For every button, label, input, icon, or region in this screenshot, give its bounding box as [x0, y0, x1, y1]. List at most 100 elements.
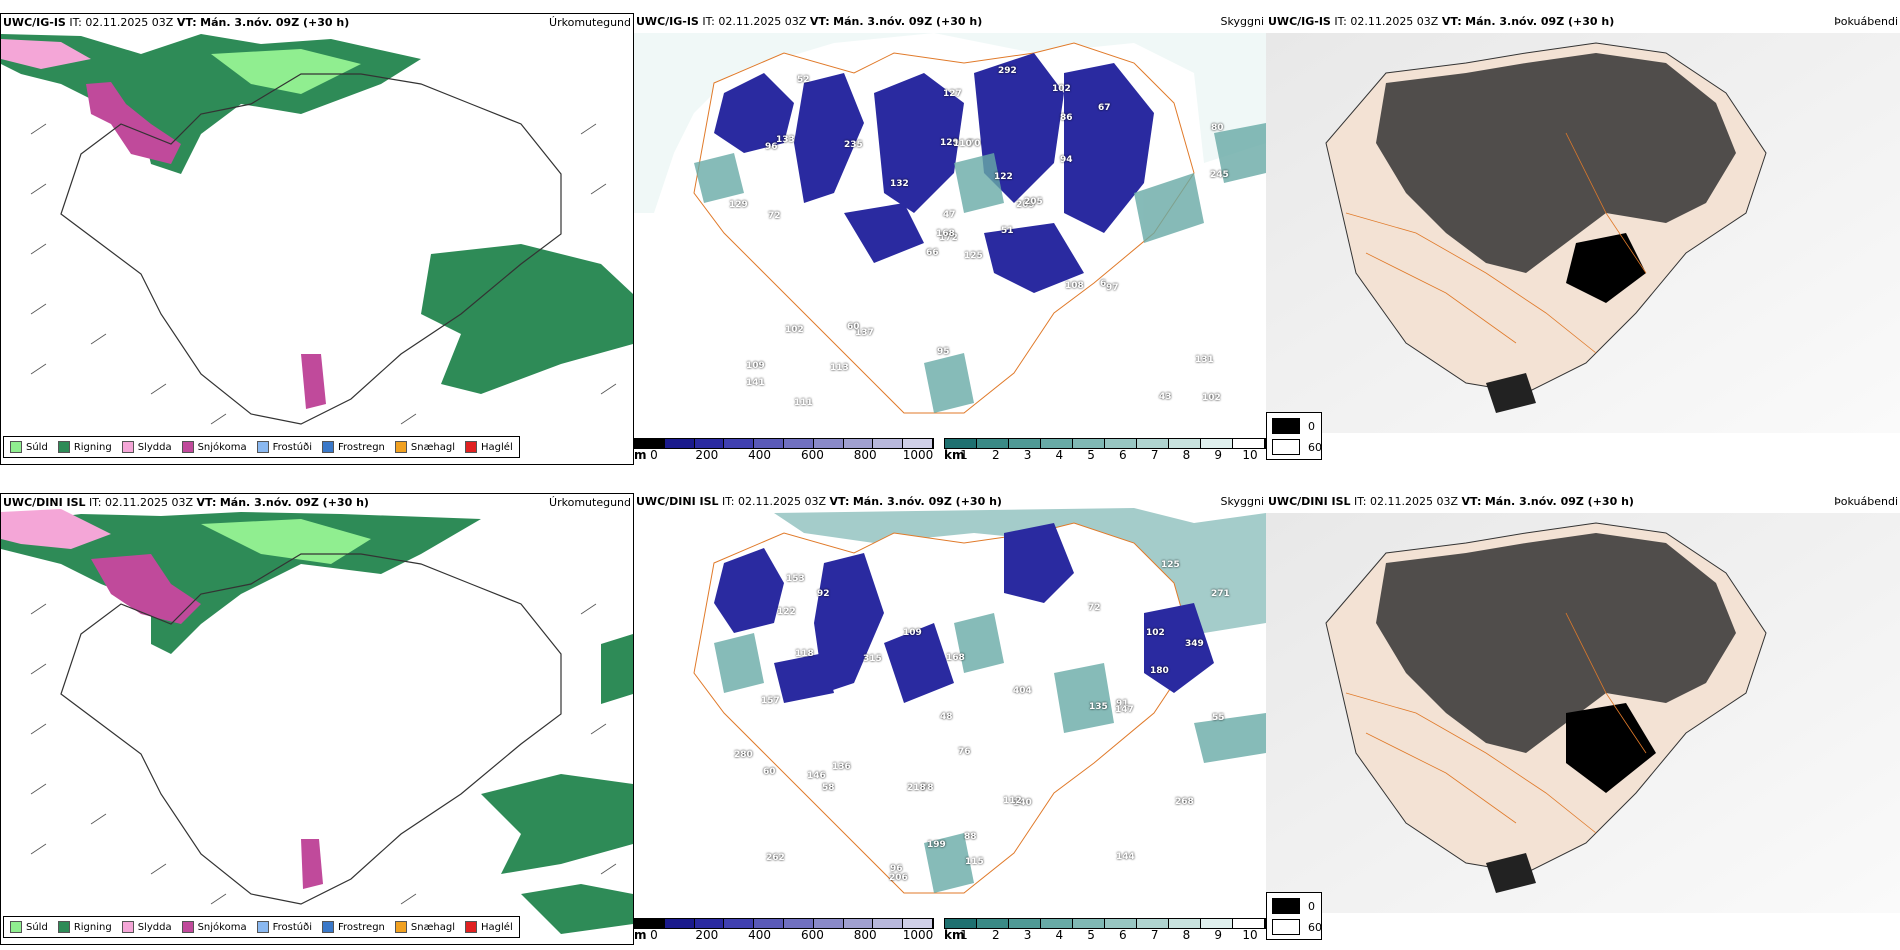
cloud-base-value: 245 — [1210, 170, 1229, 180]
colorbar-segment — [977, 439, 1009, 448]
cloud-base-value: 102 — [1146, 628, 1165, 638]
cloud-base-value: 111 — [794, 398, 813, 408]
colorbar-segment — [1169, 919, 1201, 928]
colorbar-tick-label: 8 — [1182, 928, 1191, 942]
colorbar-segment — [1041, 439, 1073, 448]
colorbar-segment — [1201, 919, 1233, 928]
colorbar-segment — [1137, 919, 1169, 928]
precip-legend-item: Slydda — [121, 441, 172, 453]
cloud-base-value: 66 — [926, 248, 939, 258]
cloud-base-value: 86 — [1060, 113, 1073, 123]
precip-type-map-top: UWC/IG-IS IT: 02.11.2025 03Z VT: Mán. 3.… — [0, 13, 634, 465]
legend-swatch — [57, 921, 70, 933]
cloud-base-value: 48 — [940, 712, 953, 722]
colorbar-tick-label: 7 — [1150, 448, 1159, 462]
cloud-base-value: 78 — [921, 783, 934, 793]
precip-legend-item: Snæhagl — [394, 441, 456, 453]
legend-swatch — [10, 441, 22, 453]
cloud-base-value: 315 — [863, 654, 882, 664]
cloud-base-value: 147 — [1115, 705, 1134, 715]
cloud-base-value: 51 — [1001, 226, 1014, 236]
legend-label: Snæhagl — [410, 441, 456, 453]
legend-swatch — [256, 921, 269, 933]
cloud-base-value: 102 — [785, 325, 804, 335]
colorbar-tick-label: 1 — [960, 448, 968, 462]
precip-type-map-bottom: UWC/DINI ISL IT: 02.11.2025 03Z VT: Mán.… — [0, 493, 634, 945]
legend-swatch — [465, 441, 478, 453]
precip-legend-item: Súld — [10, 441, 48, 453]
cloud-base-value: 109 — [746, 361, 765, 371]
panel-name: Úrkomutegund — [549, 496, 631, 509]
colorbar-segment — [873, 919, 904, 928]
legend-swatch — [322, 921, 334, 933]
cloud-base-value: 112 — [1003, 796, 1022, 806]
colorbar-unit: km — [944, 928, 965, 942]
cloud-base-value: 72 — [1088, 603, 1101, 613]
colorbar-swatches — [944, 918, 1266, 929]
cloud-base-value: 153 — [786, 574, 805, 584]
legend-swatch — [394, 441, 407, 453]
cloud-base-value: 218 — [907, 783, 926, 793]
colorbar-segment — [1233, 919, 1265, 928]
precip-legend-item: Rigning — [57, 921, 112, 933]
legend-swatch — [394, 921, 407, 933]
cloud-base-value: 127 — [943, 89, 962, 99]
colorbar-tick-label: 800 — [853, 448, 877, 462]
colorbar-tick-label: 600 — [800, 928, 824, 942]
cloud-base-value: 168 — [936, 229, 955, 239]
colorbar-tick-label: 200 — [695, 448, 719, 462]
colorbar-tick-label: 4 — [1055, 928, 1064, 942]
cloudbase-visibility-map-bottom: UWC/DINI ISL IT: 02.11.2025 03Z VT: Mán.… — [634, 493, 1266, 945]
precip-legend-item: Súld — [10, 921, 48, 933]
cloud-base-value: 172 — [939, 233, 958, 243]
colorbar-tick-label: 5 — [1087, 928, 1095, 942]
colorbar-segment — [1137, 439, 1169, 448]
cloud-base-value: 97 — [1106, 283, 1119, 293]
legend-label: Frostregn — [338, 921, 385, 933]
colorbar-tick-label: 600 — [800, 448, 824, 462]
colorbar-segment — [903, 919, 933, 928]
cloud-base-value: 132 — [890, 179, 909, 189]
cloud-base-value: 125 — [964, 251, 983, 261]
fog-legend-label: 0 — [1308, 899, 1315, 913]
fog-legend-swatch-60 — [1272, 919, 1300, 935]
colorbar-segment — [694, 439, 725, 448]
legend-label: Rigning — [73, 921, 112, 933]
cloud-base-value: 115 — [965, 857, 984, 867]
panel-title: UWC/DINI ISL IT: 02.11.2025 03Z VT: Mán.… — [3, 496, 369, 509]
cloud-base-value: 118 — [795, 649, 814, 659]
colorbar-segment — [1105, 919, 1137, 928]
colorbar-segment — [1073, 919, 1105, 928]
colorbar-segment — [813, 919, 844, 928]
cloud-base-value: 180 — [1150, 666, 1169, 676]
fog-legend-swatch-0 — [1272, 418, 1300, 434]
cloud-base-value: 268 — [1175, 797, 1194, 807]
colorbar-swatches — [634, 918, 934, 929]
colorbar-segment — [664, 439, 695, 448]
cloud-base-value: 96 — [765, 142, 778, 152]
cloud-base-value: 146 — [807, 771, 826, 781]
precip-type-map-graphic — [1, 509, 633, 934]
colorbar-tick-label: 7 — [1150, 928, 1159, 942]
fog-indicator-map-top: UWC/IG-IS IT: 02.11.2025 03Z VT: Mán. 3.… — [1266, 13, 1900, 465]
cloud-base-value: 67 — [1098, 103, 1111, 113]
fog-map-graphic — [1266, 33, 1900, 433]
fog-legend: 0 60 — [1266, 412, 1322, 460]
cloud-base-value: 404 — [1013, 686, 1032, 696]
precip-legend-item: Frostúði — [256, 921, 312, 933]
cloud-base-value: 91 — [1116, 699, 1129, 709]
panel-title: UWC/DINI ISL IT: 02.11.2025 03Z VT: Mán.… — [1268, 495, 1634, 508]
colorbar-segment — [903, 439, 933, 448]
cloud-base-value: 199 — [927, 840, 946, 850]
cloud-base-value: 136 — [832, 762, 851, 772]
colorbar-tick-label: 200 — [695, 928, 719, 942]
cloud-base-value: 102 — [1052, 84, 1071, 94]
colorbar-segment — [1169, 439, 1201, 448]
colorbar-tick-label: 1 — [960, 928, 968, 942]
colorbar-tick-label: 10 — [1242, 928, 1258, 942]
cloud-base-value: 349 — [1185, 639, 1204, 649]
legend-label: Snjókoma — [197, 921, 247, 933]
colorbar-segment — [873, 439, 904, 448]
colorbar-segment — [843, 439, 874, 448]
colorbar-swatches — [944, 438, 1266, 449]
